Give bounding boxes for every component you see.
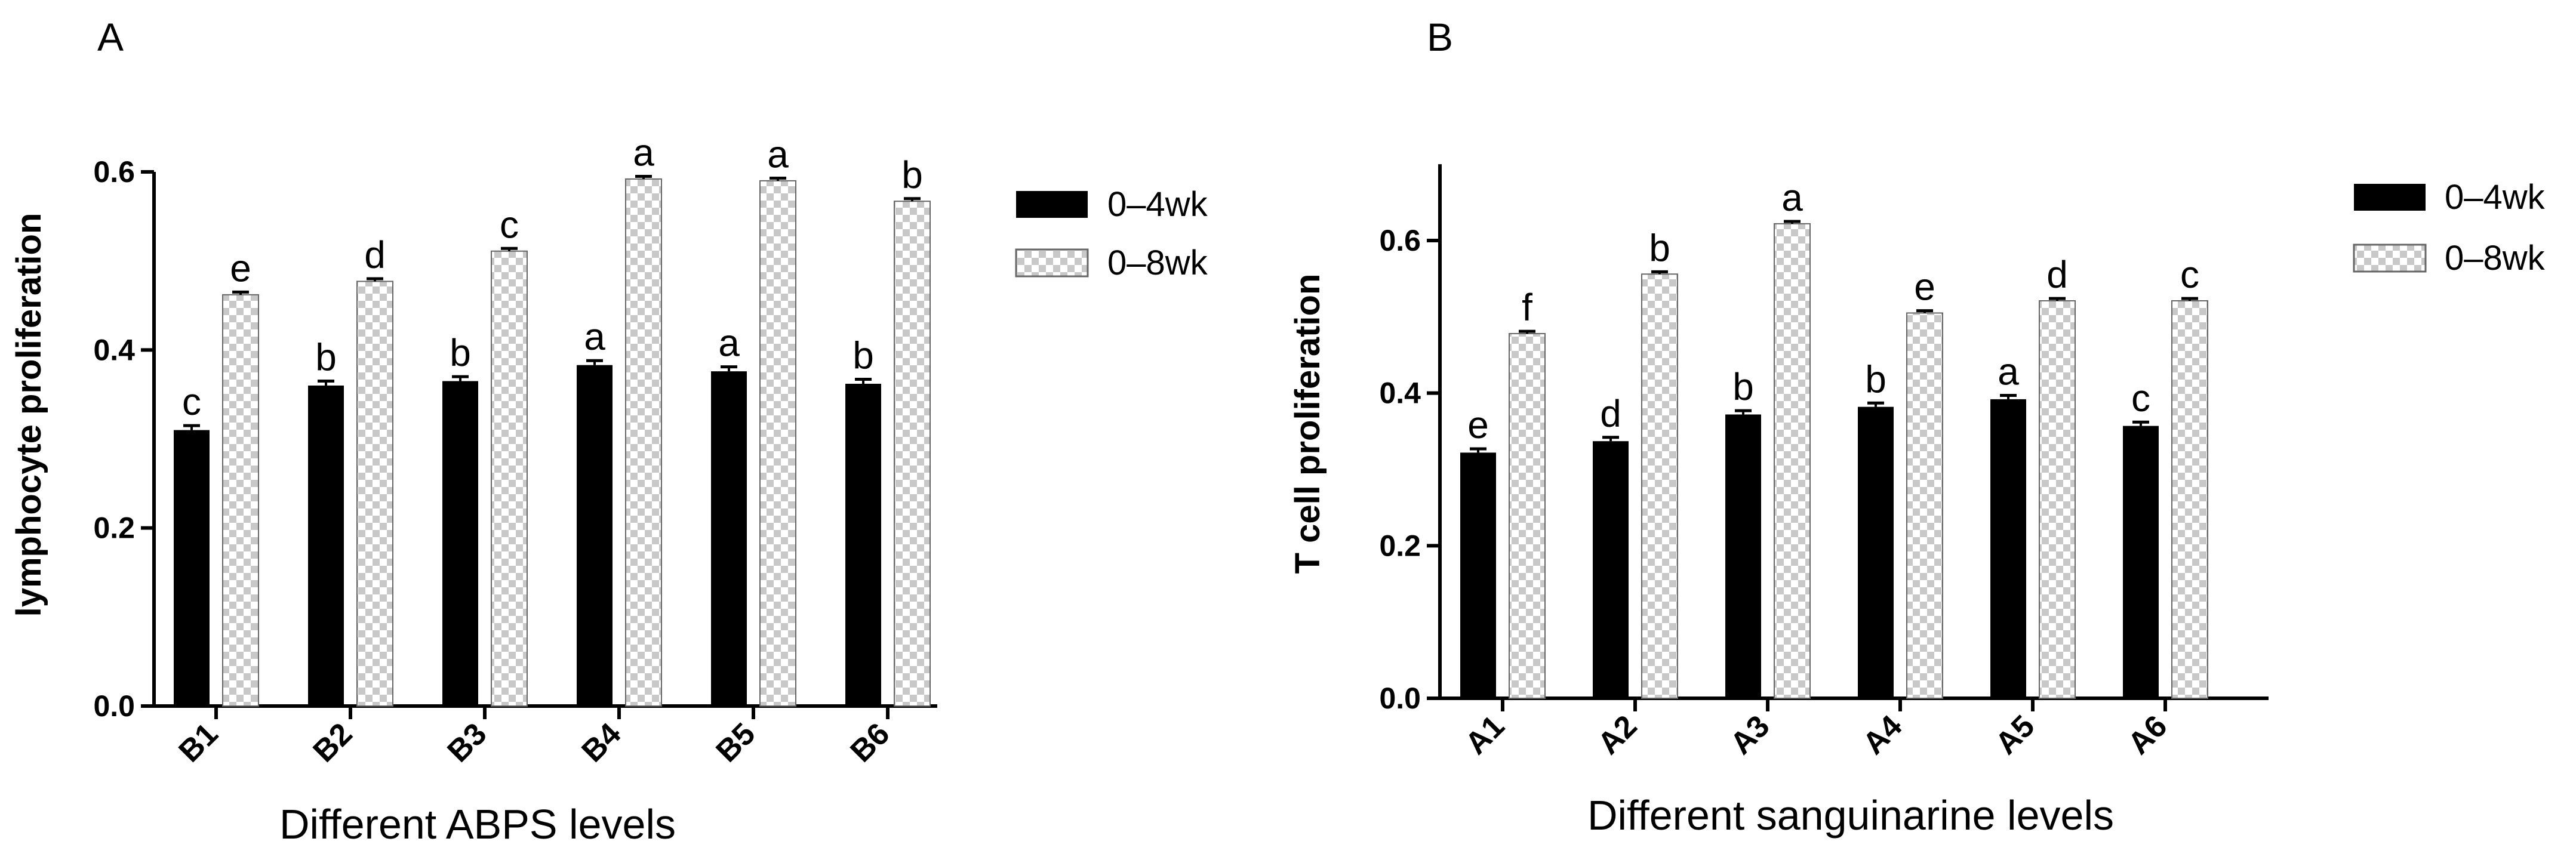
legend-label-08wk-a: 0–8wk xyxy=(1107,244,1208,282)
y-axis-label-a: lymphocyte proliferation xyxy=(10,213,48,617)
significance-letter: b xyxy=(901,153,923,196)
significance-letter: c xyxy=(500,203,519,246)
x-tick-label: B2 xyxy=(306,716,359,769)
significance-letter: e xyxy=(1467,403,1489,446)
significance-letter: c xyxy=(2180,253,2199,296)
bar-checkered xyxy=(222,294,259,707)
bar-checkered xyxy=(1641,273,1678,699)
bar-solid xyxy=(1593,441,1629,698)
bar-checkered xyxy=(759,180,796,707)
bar-solid xyxy=(577,365,613,706)
bar-solid xyxy=(711,371,747,706)
significance-letter: a xyxy=(1781,176,1803,219)
significance-letter: f xyxy=(1522,286,1532,329)
bar-checkered xyxy=(894,201,931,707)
y-tick-label: 0.2 xyxy=(1379,529,1421,562)
bar-checkered xyxy=(2039,300,2076,699)
x-tick-label: B1 xyxy=(172,716,224,769)
significance-letter: b xyxy=(1865,358,1886,400)
x-tick-label: B6 xyxy=(844,716,896,769)
legend-swatch-solid-a xyxy=(1016,191,1088,218)
bar-checkered xyxy=(2171,300,2208,699)
significance-letter: c xyxy=(2131,377,2150,420)
significance-letter: a xyxy=(767,132,789,175)
x-tick-label: A6 xyxy=(2121,708,2174,761)
bar-checkered xyxy=(625,178,662,707)
x-tick-label: A1 xyxy=(1458,708,1511,761)
plot-area-b: 0.0 0.2 0.4 0.6 e f A1 d b A2 b a A3 b e A4 a d A5 c c A6 xyxy=(1379,164,2269,761)
chart-panel-a: A lymphocyte proliferation Different ABP… xyxy=(10,15,1208,847)
plot-area-a: 0.0 0.2 0.4 0.6 c e B1 b d B2 b c B3 a a B4 a a B5 b b B6 xyxy=(93,131,937,769)
significance-letter: e xyxy=(230,246,251,289)
panel-label-a: A xyxy=(97,15,124,59)
y-axis-label-b: T cell proliferation xyxy=(1288,274,1327,574)
significance-letter: a xyxy=(633,131,654,174)
x-tick-label: B3 xyxy=(441,716,493,769)
bar-solid xyxy=(2123,426,2159,698)
x-axis-label-b: Different sanguinarine levels xyxy=(1587,792,2114,839)
y-tick-label: 0.0 xyxy=(1379,682,1421,715)
y-tick-label: 0.6 xyxy=(1379,224,1421,257)
bar-solid xyxy=(845,384,881,706)
y-tick-label: 0.4 xyxy=(93,333,135,366)
bar-checkered xyxy=(491,250,528,707)
significance-letter: c xyxy=(182,380,201,423)
legend-swatch-checkered-a xyxy=(1015,248,1089,278)
significance-letter: a xyxy=(718,322,740,365)
y-tick-label: 0.6 xyxy=(93,155,135,189)
bar-checkered xyxy=(1509,332,1546,699)
significance-letter: e xyxy=(1914,266,1935,309)
x-axis-label-a: Different ABPS levels xyxy=(279,801,676,847)
bar-solid xyxy=(1858,406,1894,698)
bar-solid xyxy=(1725,414,1761,698)
significance-letter: d xyxy=(1600,392,1621,435)
significance-letter: b xyxy=(450,331,471,374)
significance-letter: a xyxy=(1998,350,2019,393)
bar-solid xyxy=(442,381,478,706)
bar-checkered xyxy=(1906,312,1943,699)
bar-checkered xyxy=(356,281,393,707)
bar-checkered xyxy=(1774,223,1811,699)
legend-label-08wk-b: 0–8wk xyxy=(2445,239,2546,278)
legend-a: 0–4wk 0–8wk xyxy=(1015,185,1208,282)
x-tick-label: A2 xyxy=(1591,708,1644,761)
y-tick-label: 0.2 xyxy=(93,511,135,545)
legend-swatch-solid-b xyxy=(2354,184,2426,211)
x-tick-label: B4 xyxy=(575,716,627,769)
significance-letter: b xyxy=(1649,226,1670,269)
panel-label-b: B xyxy=(1427,15,1453,59)
significance-letter: b xyxy=(852,334,874,377)
x-tick-label: B5 xyxy=(709,716,762,769)
legend-b: 0–4wk 0–8wk xyxy=(2353,178,2546,278)
bar-solid xyxy=(308,386,344,706)
y-tick-label: 0.4 xyxy=(1379,377,1421,410)
legend-label-04wk-b: 0–4wk xyxy=(2445,178,2546,217)
bar-solid xyxy=(1990,399,2026,698)
legend-swatch-checkered-b xyxy=(2353,244,2427,273)
bar-solid xyxy=(1460,452,1496,698)
x-tick-label: A4 xyxy=(1856,708,1909,761)
significance-letter: b xyxy=(315,336,337,379)
significance-letter: d xyxy=(2046,253,2068,296)
x-tick-label: A3 xyxy=(1724,708,1776,761)
chart-panel-b: B T cell proliferation Different sanguin… xyxy=(1288,15,2546,839)
significance-letter: d xyxy=(364,233,386,276)
significance-letter: a xyxy=(584,315,605,358)
legend-label-04wk-a: 0–4wk xyxy=(1107,185,1208,224)
x-tick-label: A5 xyxy=(1989,708,2041,761)
y-tick-label: 0.0 xyxy=(93,689,135,723)
bar-solid xyxy=(174,430,210,706)
significance-letter: b xyxy=(1732,365,1754,408)
